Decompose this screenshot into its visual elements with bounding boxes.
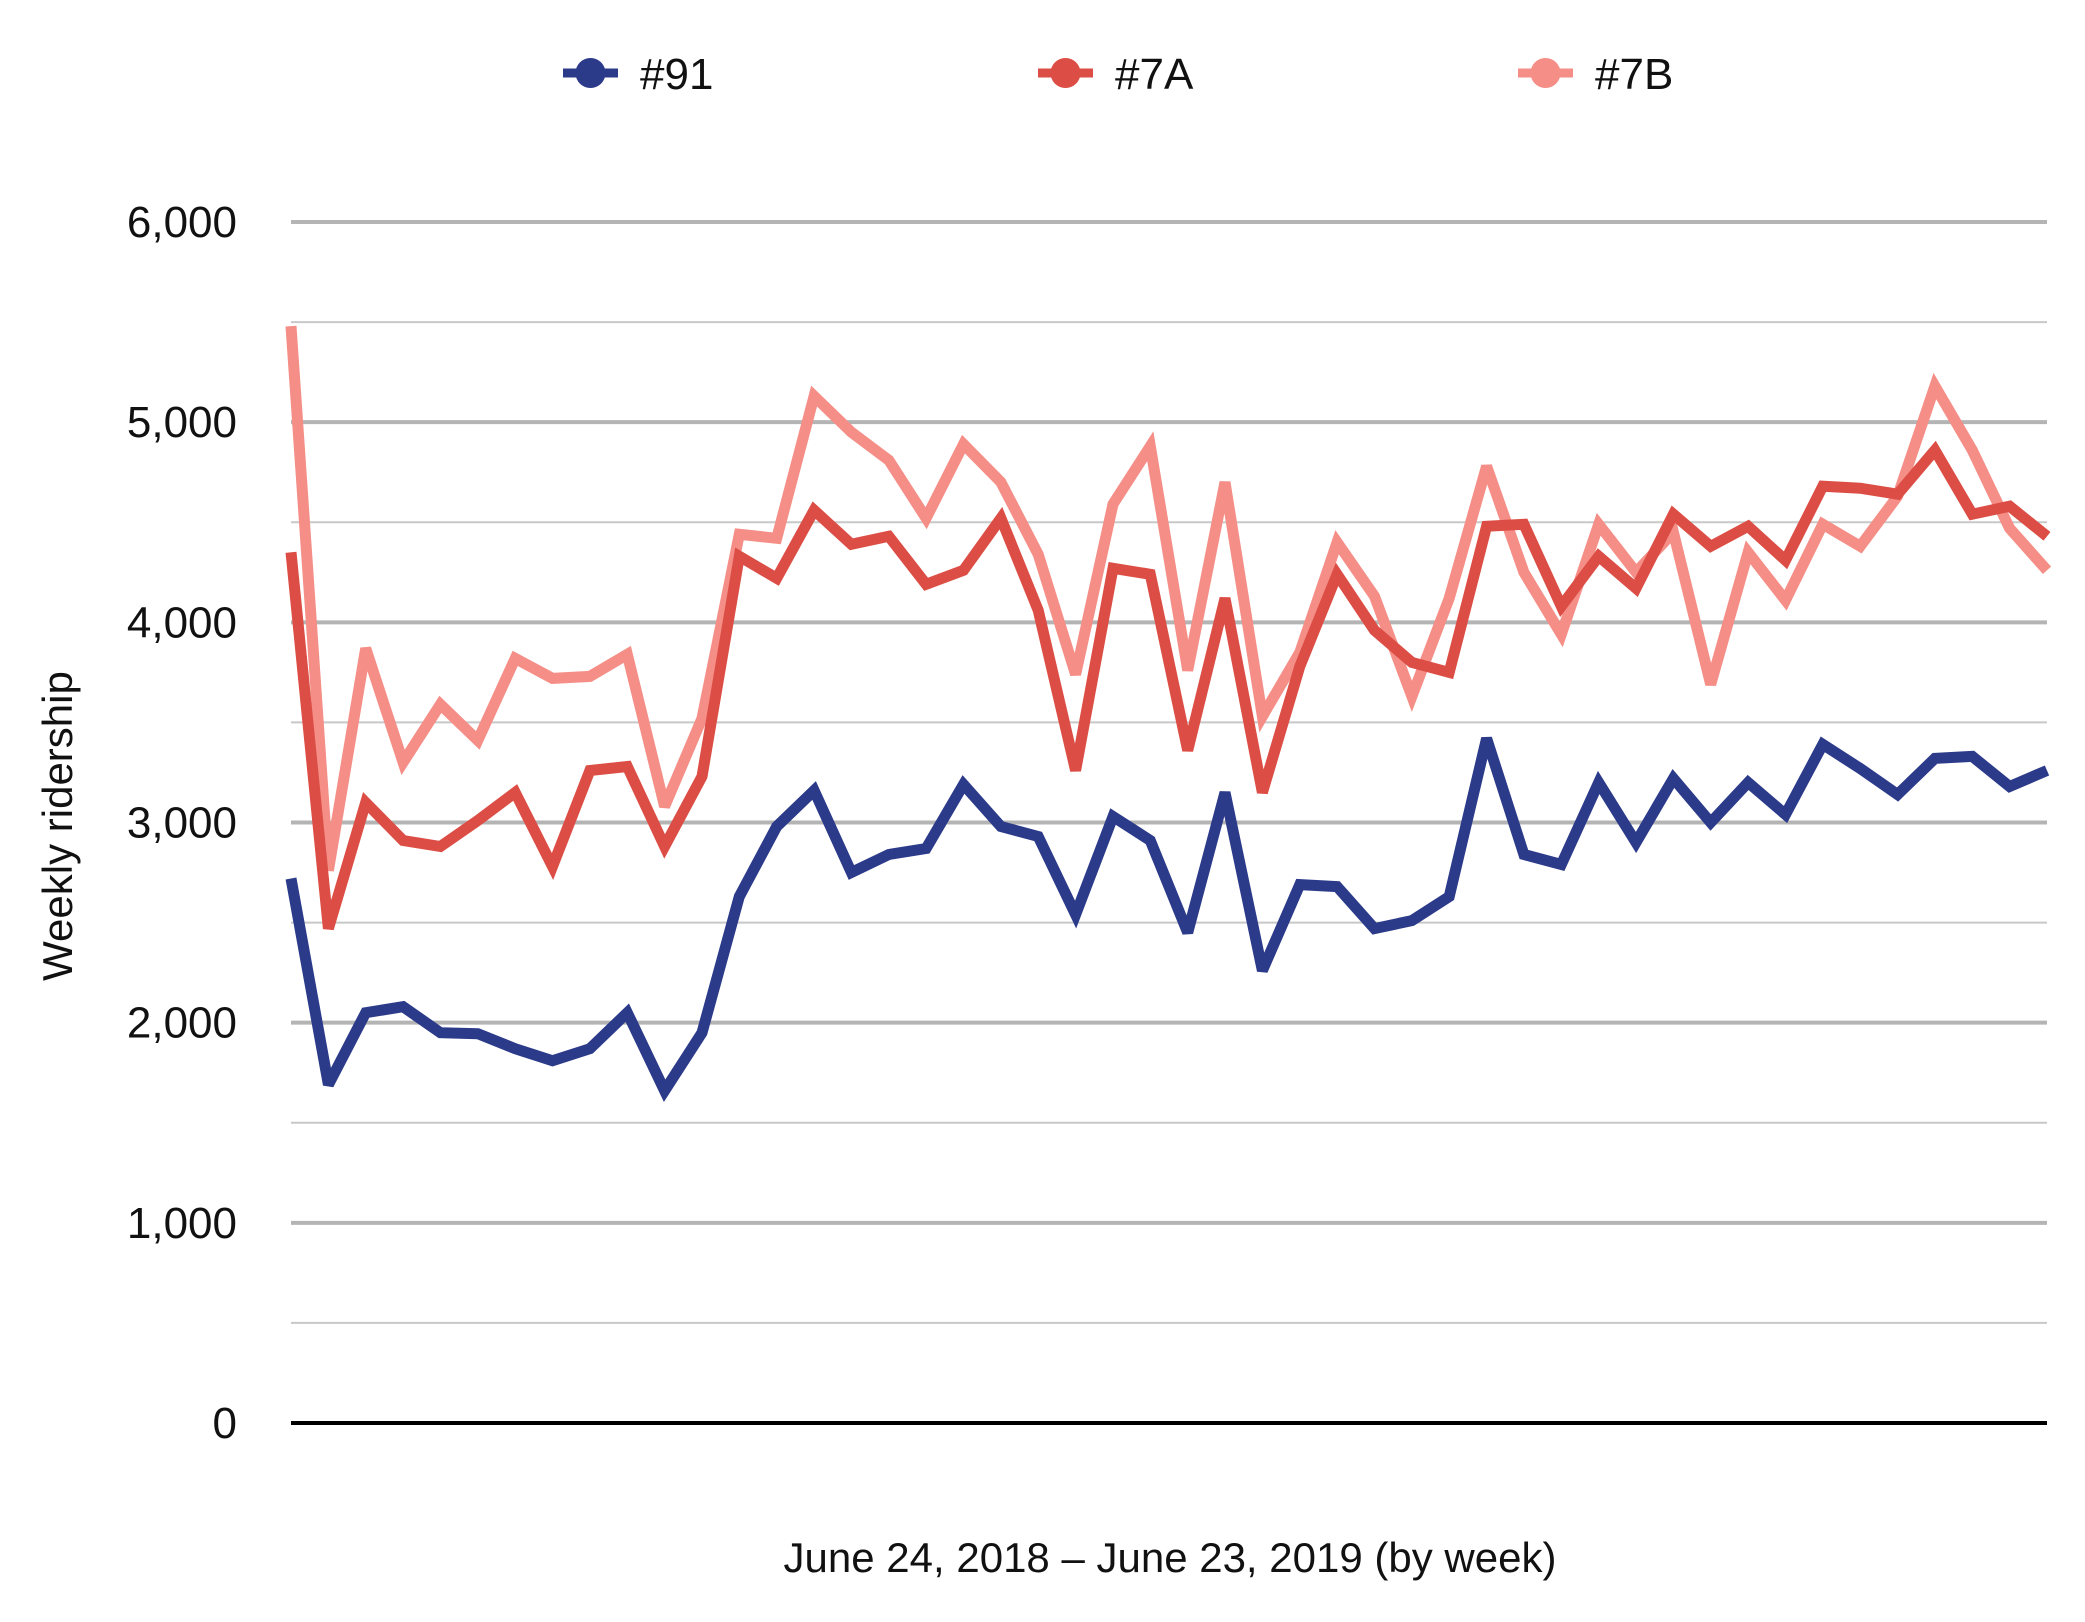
y-tick-label: 4,000 xyxy=(127,598,237,647)
y-tick-label: 5,000 xyxy=(127,398,237,447)
series-line-7B xyxy=(285,325,2052,872)
legend-label: #91 xyxy=(640,50,713,99)
series-line-91 xyxy=(285,736,2050,1102)
legend-marker xyxy=(575,58,606,88)
y-tick-label: 1,000 xyxy=(127,1199,237,1248)
gridlines xyxy=(291,220,2047,1324)
y-axis-title: Weekly ridership xyxy=(34,671,81,981)
legend-marker xyxy=(1530,58,1561,88)
y-tick-label: 3,000 xyxy=(127,799,237,848)
legend-item-91: #91 xyxy=(563,50,713,99)
legend: #91 #7A #7B xyxy=(563,50,1673,99)
y-tick-label: 0 xyxy=(213,1399,237,1448)
legend-marker xyxy=(1050,58,1081,88)
series-line-7A xyxy=(285,440,2051,931)
legend-label: #7A xyxy=(1115,50,1194,99)
y-tick-label: 6,000 xyxy=(127,198,237,247)
legend-item-7B: #7B xyxy=(1518,50,1673,99)
y-tick-label: 2,000 xyxy=(127,999,237,1048)
legend-item-7A: #7A xyxy=(1038,50,1194,99)
x-axis-title: June 24, 2018 – June 23, 2019 (by week) xyxy=(784,1534,1557,1581)
series-lines xyxy=(285,325,2052,1102)
legend-label: #7B xyxy=(1595,50,1673,99)
y-axis-ticks: 0 1,000 2,000 3,000 4,000 5,000 6,000 xyxy=(127,198,237,1448)
